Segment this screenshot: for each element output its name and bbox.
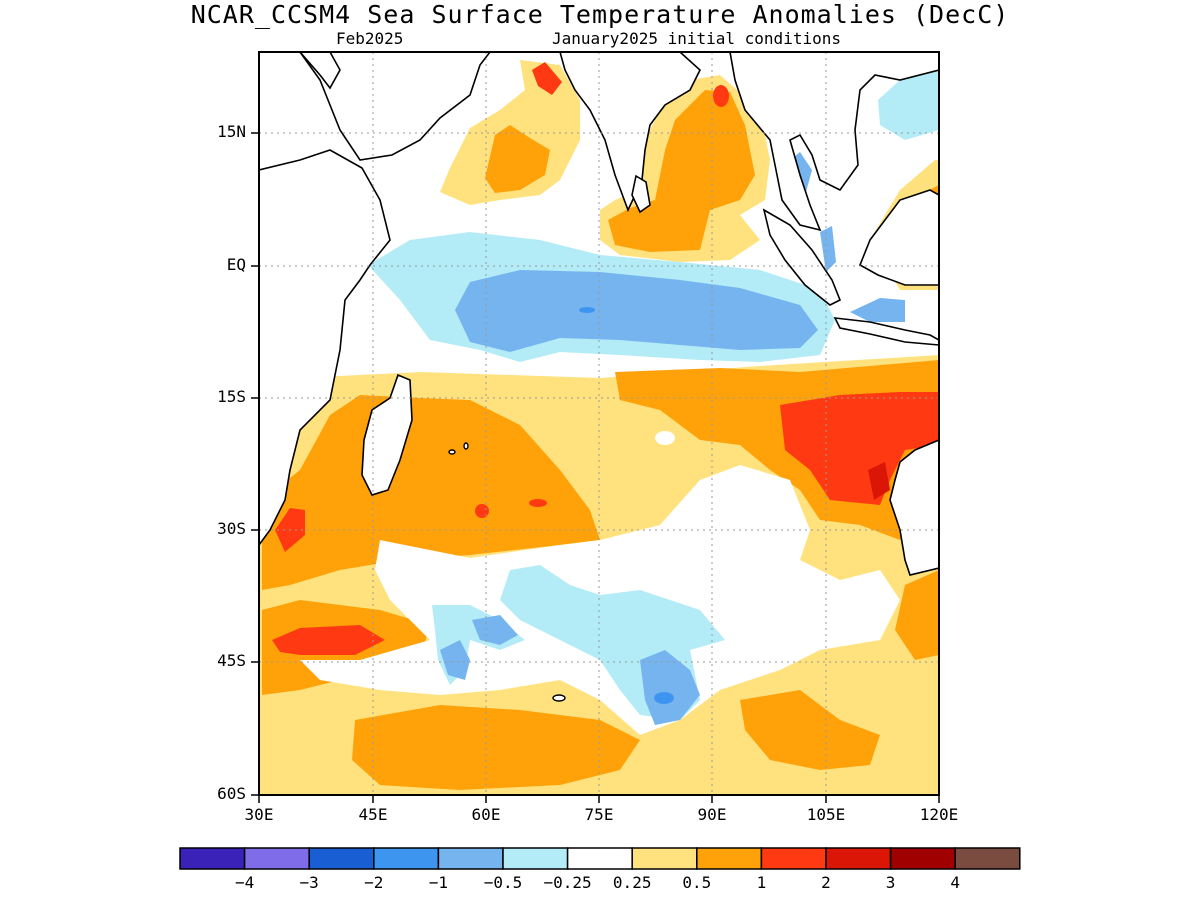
y-tick-label: 15S [217,387,246,406]
cool-contour-malacca [820,226,836,272]
y-tick-label: 15N [217,122,246,141]
colorbar-label: −0.25 [543,873,592,892]
warm-contour-0.5-far-east [895,570,939,660]
warm-contour-0.5-bay-of-bengal [608,90,755,252]
colorbar-label: 0.25 [612,873,652,892]
colorbar-label: −1 [428,873,449,892]
cool-contour-0.5-sw [440,640,470,680]
x-tick-label: 30E [244,805,274,824]
warm-contour-0.5-arabian-sea [485,125,550,193]
anomaly-field [259,52,939,795]
madagascar-landmass [361,373,413,496]
warm-contour-2-se [868,462,890,500]
java-landmass [833,317,939,346]
warm-contour-1-se [780,392,939,505]
cool-spot-south [654,692,674,704]
mauritius-island [463,442,469,450]
colorbar-label: 1 [756,873,767,892]
cool-spot-equator [579,307,595,313]
neutral-spot-east [655,431,675,445]
warm-contour-0.5-south [262,395,600,590]
warm-spot-2 [529,499,547,507]
colorbar-label: −0.5 [483,873,523,892]
cool-contour-0.5-sw2 [472,615,518,645]
cool-contour-0.5-south [640,650,700,725]
warm-spot-1 [475,504,489,518]
reunion-island [448,449,456,455]
grid-lines [259,52,939,795]
x-tick-label: 75E [584,805,614,824]
warm-contour-0.5-south-band [352,705,640,790]
australia-landmass [889,439,939,576]
x-tick-label: 120E [919,805,959,824]
x-tick-label: 60E [471,805,501,824]
x-tick-label: 45E [358,805,388,824]
warm-spot-bay-of-bengal [713,85,729,107]
colorbar-label: 4 [950,873,960,892]
x-tick-label: 105E [806,805,846,824]
warm-contour-0.5-se [740,690,880,770]
colorbar-label: −4 [234,873,255,892]
colorbar-label: −2 [364,873,384,892]
africa-landmass [259,52,492,547]
kerguelen-island [552,694,566,702]
y-tick-label: 60S [217,784,246,803]
sri-lanka-landmass [631,174,651,214]
y-tick-label: 45S [217,651,246,670]
arabian-peninsula-landmass [298,52,341,90]
map-title: NCAR_CCSM4 Sea Surface Temperature Anoma… [190,0,1010,29]
initial-conditions: January2025 initial conditions [552,29,841,48]
colorbar-label: 0.5 [682,873,712,892]
warm-contour-1-arabian-sea [532,62,562,95]
india-landmass [559,52,701,213]
colorbar-label: 3 [885,873,896,892]
cool-contour-0.5-equator [455,270,818,352]
colorbar-label: 2 [821,873,831,892]
borneo-landmass [858,189,939,286]
sumatra-landmass [762,208,842,306]
y-tick-label: EQ [226,255,246,274]
cool-contour-indonesia [850,298,905,322]
southeast-asia-landmass [729,52,939,232]
warm-contour-1-sw [272,625,385,655]
forecast-month: Feb2025 [336,29,404,48]
x-tick-label: 90E [697,805,727,824]
axis-ticks [251,132,940,803]
cool-contour-0.25-south-china-sea [878,70,939,140]
y-tick-label: 30S [217,519,246,538]
colorbar-label: −3 [299,873,319,892]
